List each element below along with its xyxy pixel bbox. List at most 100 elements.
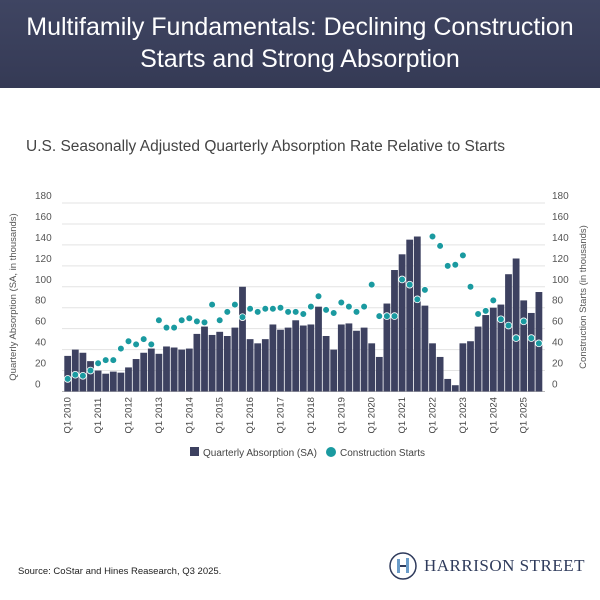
- starts-dot: [124, 337, 133, 346]
- y-tick-left: 80: [35, 296, 47, 307]
- logo-text: HARRISON STREET: [424, 556, 585, 575]
- absorption-bar: [231, 327, 239, 392]
- y-tick-left: 180: [35, 191, 52, 202]
- logo-emblem-icon: [389, 552, 417, 580]
- absorption-bar: [413, 236, 421, 392]
- starts-dot: [155, 316, 163, 325]
- x-tick-label: Q1 2020: [367, 397, 378, 433]
- absorption-bar: [246, 339, 254, 392]
- legend-dot-swatch: [326, 447, 336, 457]
- absorption-bar: [117, 372, 125, 392]
- absorption-bar: [322, 335, 330, 392]
- starts-dot: [443, 262, 452, 270]
- x-tick-label: Q1 2017: [276, 397, 287, 433]
- y-tick-right: 40: [552, 338, 564, 349]
- x-tick-label: Q1 2013: [154, 397, 165, 433]
- y-tick-left: 120: [35, 254, 52, 265]
- absorption-bar: [178, 349, 186, 392]
- absorption-bar: [307, 324, 315, 392]
- starts-dot: [322, 306, 330, 314]
- chart-title: U.S. Seasonally Adjusted Quarterly Absor…: [26, 138, 506, 155]
- starts-dot: [231, 300, 239, 309]
- absorption-bar: [436, 356, 444, 392]
- x-tick-label: Q1 2011: [93, 398, 104, 434]
- y-tick-left: 20: [35, 359, 47, 370]
- starts-dot: [451, 260, 460, 269]
- starts-dot: [360, 302, 368, 311]
- absorption-bar: [406, 239, 414, 392]
- absorption-bar: [497, 304, 505, 392]
- absorption-bar: [391, 270, 398, 392]
- starts-dot: [314, 292, 323, 301]
- x-tick-label: Q1 2014: [184, 397, 195, 433]
- starts-dot: [497, 315, 505, 324]
- starts-dot: [86, 366, 95, 375]
- absorption-bar: [474, 326, 482, 392]
- absorption-bar: [353, 330, 360, 392]
- starts-dot: [390, 312, 399, 320]
- starts-dot: [71, 370, 80, 379]
- y-tick-right: 80: [552, 296, 564, 307]
- x-tick-label: Q1 2023: [458, 397, 469, 433]
- absorption-bar: [193, 333, 201, 392]
- absorption-bar: [147, 348, 155, 392]
- legend-bar-swatch: [190, 447, 199, 456]
- y-tick-right: 120: [552, 254, 569, 265]
- starts-dot: [436, 242, 444, 250]
- y-tick-right: 160: [552, 212, 569, 223]
- starts-dot: [474, 310, 482, 318]
- absorption-bar: [261, 339, 269, 392]
- starts-dot: [109, 356, 118, 364]
- starts-dot: [428, 232, 437, 241]
- absorption-bar: [505, 274, 512, 392]
- starts-dot: [398, 275, 406, 284]
- absorption-bar: [71, 349, 79, 392]
- y-tick-right: 100: [552, 275, 569, 286]
- y-tick-right: 0: [552, 380, 558, 391]
- x-tick-label: Q1 2016: [245, 397, 256, 433]
- absorption-bar: [368, 343, 376, 392]
- starts-dot: [367, 280, 376, 289]
- starts-dot: [246, 304, 254, 313]
- starts-dot: [177, 316, 186, 325]
- starts-dot: [481, 307, 490, 315]
- source-note: Source: CoStar and Hines Reasearch, Q3 2…: [18, 566, 222, 577]
- x-tick-label: Q1 2025: [519, 397, 530, 433]
- absorption-bar: [254, 343, 262, 392]
- absorption-bar: [467, 341, 474, 392]
- starts-dot: [170, 323, 178, 332]
- y-tick-right: 140: [552, 233, 569, 244]
- absorption-bar: [489, 307, 497, 392]
- y-tick-left: 100: [35, 275, 52, 286]
- x-tick-label: Q1 2022: [428, 397, 439, 433]
- starts-dot: [489, 296, 498, 305]
- legend-label-starts: Construction Starts: [340, 448, 425, 459]
- starts-dot: [215, 316, 224, 325]
- x-tick-label: Q1 2018: [306, 397, 317, 433]
- absorption-bar: [284, 327, 292, 392]
- absorption-bar: [185, 348, 193, 392]
- absorption-bar: [512, 258, 520, 392]
- starts-dot: [345, 302, 353, 311]
- absorption-bar: [459, 343, 467, 392]
- absorption-bar: [451, 385, 459, 392]
- absorption-bar: [444, 378, 452, 392]
- y-tick-left: 160: [35, 212, 52, 223]
- header-title-line2: Starts and Strong Absorption: [140, 45, 460, 73]
- y-tick-right: 180: [552, 191, 569, 202]
- absorption-bar: [520, 300, 528, 392]
- absorption-bar: [125, 367, 132, 392]
- absorption-bar: [527, 312, 535, 392]
- absorption-bar: [201, 326, 208, 392]
- absorption-bar: [315, 306, 322, 392]
- absorption-bar: [223, 335, 231, 392]
- absorption-bar: [421, 305, 429, 392]
- starts-dot: [329, 309, 338, 317]
- starts-dot: [79, 371, 87, 380]
- x-tick-label: Q1 2012: [124, 397, 135, 433]
- starts-dot: [405, 280, 414, 289]
- starts-dot: [421, 286, 429, 294]
- absorption-bar: [163, 346, 170, 392]
- starts-dot: [253, 308, 262, 316]
- starts-dot: [261, 304, 270, 313]
